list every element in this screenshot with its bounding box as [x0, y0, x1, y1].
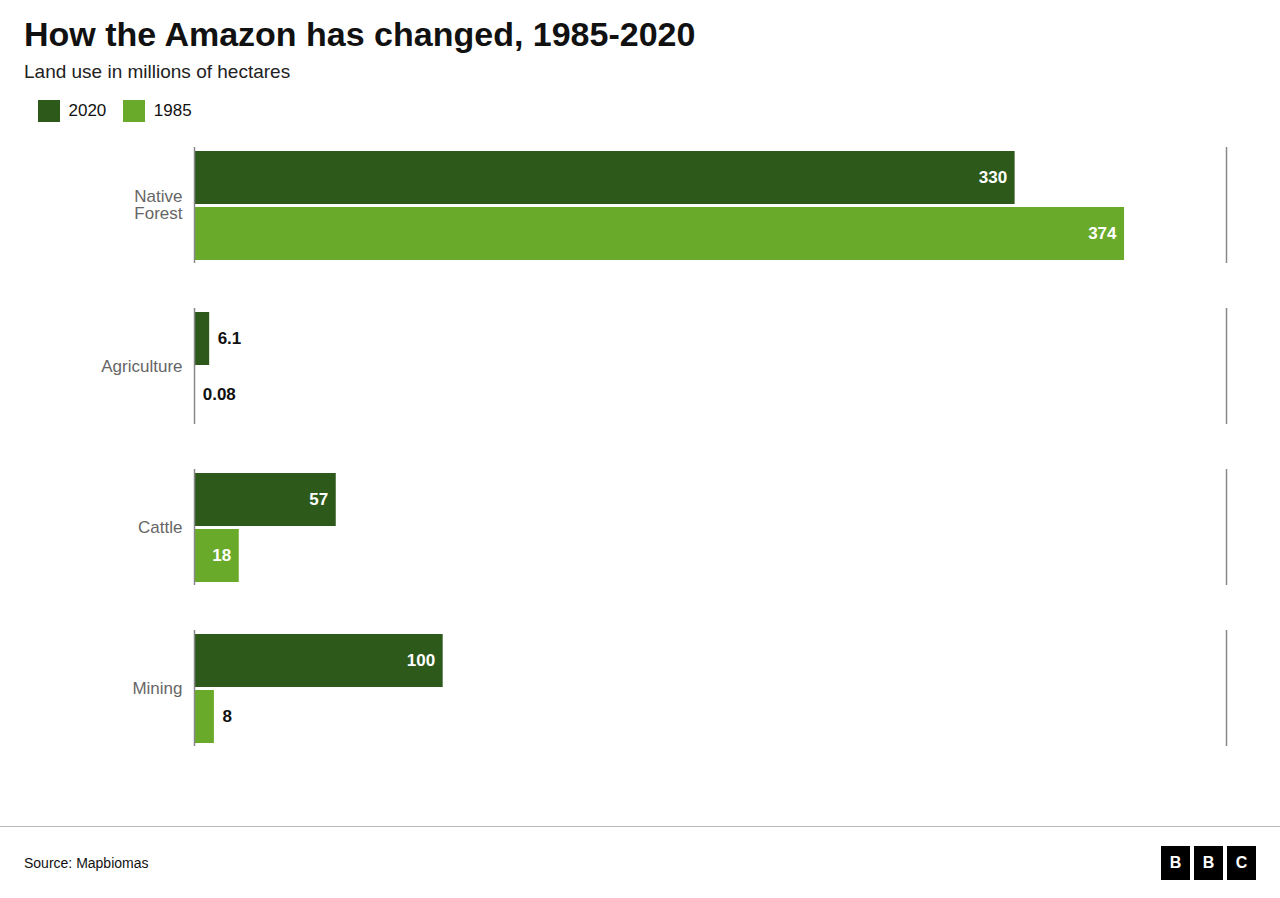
svg-text:330: 330	[979, 169, 1007, 188]
html-text:Land use in millions of hectar: Land use in millions of hectares	[24, 60, 291, 82]
html-text:B: B	[1169, 853, 1182, 871]
html-text:2020: 2020	[68, 101, 107, 121]
svg-text:Agriculture: Agriculture	[101, 357, 182, 376]
html-text:1985: 1985	[153, 101, 192, 121]
svg-text:374: 374	[1088, 225, 1117, 244]
svg-text:8: 8	[222, 708, 231, 727]
svg-text:6.1: 6.1	[218, 330, 242, 349]
svg-text:Cattle: Cattle	[138, 518, 182, 537]
svg-text:18: 18	[212, 547, 231, 566]
svg-text:57: 57	[309, 491, 328, 510]
html-text:C: C	[1235, 853, 1248, 871]
svg-text:Mining: Mining	[132, 679, 182, 698]
html-text:How the Amazon has changed, 19: How the Amazon has changed, 1985-2020	[24, 15, 696, 53]
html-text:B: B	[1202, 853, 1215, 871]
svg-text:100: 100	[407, 652, 435, 671]
html-text:Source: Mapbiomas: Source: Mapbiomas	[24, 854, 149, 871]
svg-text:NativeForest: NativeForest	[134, 188, 182, 224]
svg-text:0.08: 0.08	[203, 386, 236, 405]
